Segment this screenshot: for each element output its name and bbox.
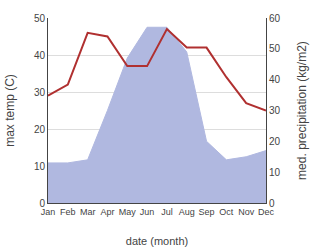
svg-text:Apr: Apr [100, 207, 114, 217]
svg-text:Feb: Feb [60, 207, 76, 217]
svg-text:May: May [119, 207, 137, 217]
svg-text:Jul: Jul [161, 207, 173, 217]
svg-text:Nov: Nov [238, 207, 255, 217]
svg-text:40: 40 [269, 74, 281, 85]
svg-text:20: 20 [34, 124, 46, 135]
svg-text:50: 50 [34, 13, 46, 24]
svg-text:30: 30 [269, 105, 281, 116]
svg-text:Oct: Oct [219, 207, 234, 217]
svg-text:max temp (C): max temp (C) [3, 74, 17, 147]
svg-text:10: 10 [269, 167, 281, 178]
svg-text:60: 60 [269, 13, 281, 24]
svg-text:Aug: Aug [179, 207, 195, 217]
svg-text:50: 50 [269, 43, 281, 54]
svg-text:Sep: Sep [199, 207, 215, 217]
svg-text:Jun: Jun [140, 207, 155, 217]
svg-text:30: 30 [34, 87, 46, 98]
svg-text:Dec: Dec [258, 207, 275, 217]
svg-text:0: 0 [269, 198, 275, 209]
svg-text:Mar: Mar [80, 207, 96, 217]
svg-text:Jan: Jan [41, 207, 56, 217]
svg-text:10: 10 [34, 161, 46, 172]
svg-text:date (month): date (month) [126, 235, 188, 247]
svg-text:20: 20 [269, 136, 281, 147]
svg-text:med. precipitation (kg/m2): med. precipitation (kg/m2) [295, 41, 309, 180]
svg-text:40: 40 [34, 50, 46, 61]
svg-text:0: 0 [39, 198, 45, 209]
